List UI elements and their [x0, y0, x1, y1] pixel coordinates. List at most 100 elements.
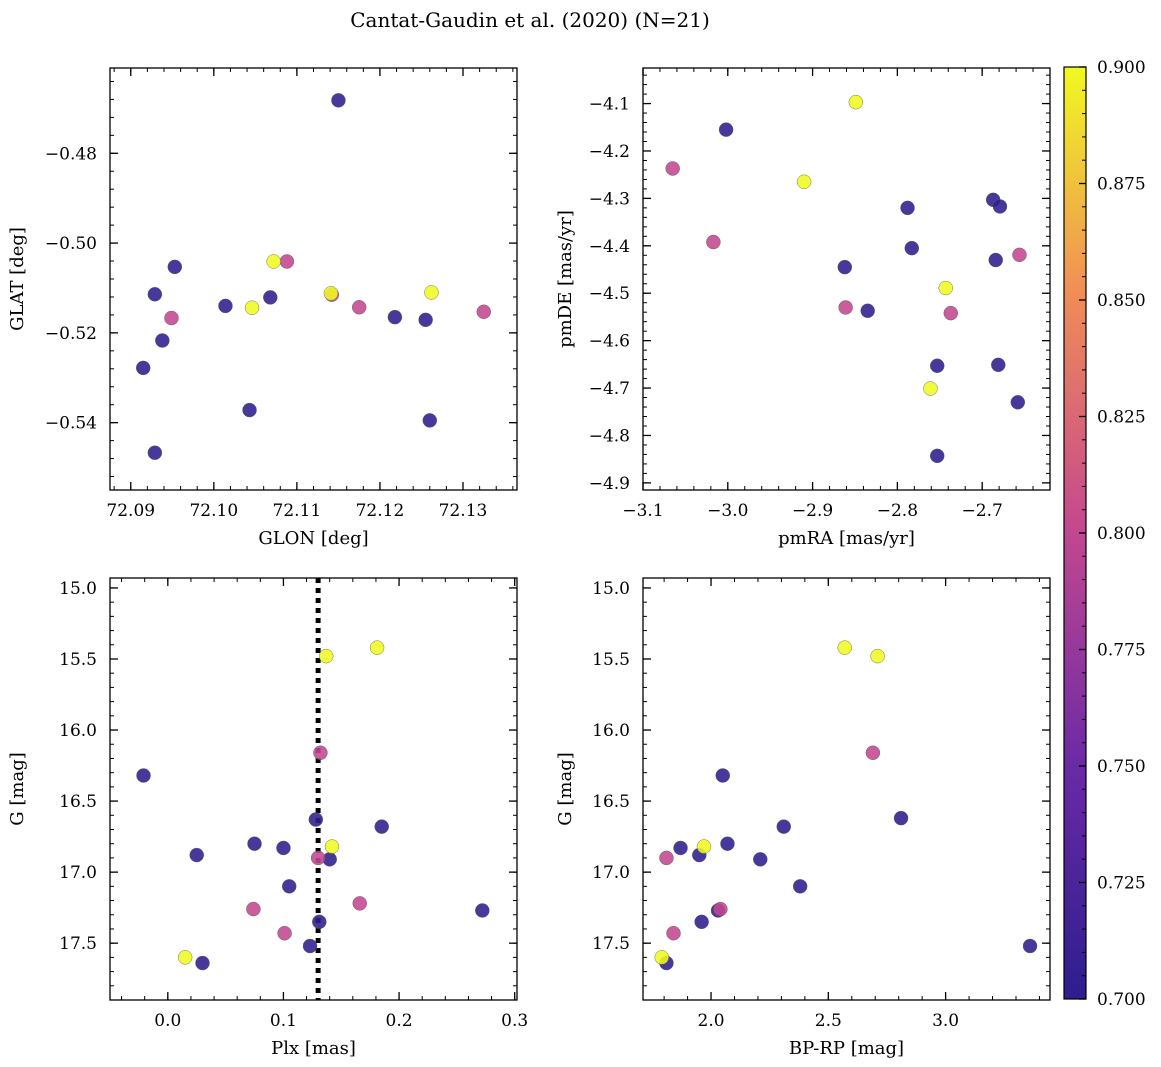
- y-tick-label: 15.0: [592, 579, 630, 599]
- y-axis-label: G [mag]: [555, 752, 576, 825]
- y-tick-label: −4.8: [589, 426, 630, 446]
- scatter-point: [938, 280, 953, 296]
- y-tick-label: 15.5: [59, 650, 97, 670]
- scatter-point: [696, 839, 712, 854]
- scatter-point: [351, 300, 367, 315]
- panel-bottom-right: 2.0 2.5 3.0 15.0 15.5 16.0 16.5 17.0 17.5 BP-RP […: [555, 577, 1051, 1059]
- scatter-point: [147, 445, 163, 460]
- scatter-point: [302, 938, 318, 954]
- panel-bottom-left: 0.0 0.1 0.2 0.3 15.0 15.5 16.0 16.5 17.0 17.5 Plx …: [7, 577, 528, 1059]
- scatter-point: [694, 914, 709, 930]
- colorbar-tick-label: 0.800: [1097, 524, 1146, 544]
- scatter-point: [673, 840, 688, 856]
- scatter-point: [930, 448, 945, 464]
- scatter-point: [753, 852, 768, 867]
- scatter-point: [666, 926, 681, 941]
- axes-frame: [109, 577, 518, 1001]
- y-tick-label: 17.5: [592, 934, 630, 954]
- y-tick-label: 16.0: [592, 721, 630, 741]
- y-tick-label: −4.7: [589, 379, 630, 399]
- y-tick-label: 15.5: [592, 650, 630, 670]
- scatter-point: [715, 768, 730, 783]
- scatter-point: [838, 300, 853, 315]
- scatter-point: [387, 309, 403, 325]
- scatter-point: [713, 901, 728, 917]
- y-tick-label: 17.5: [59, 934, 97, 954]
- scatter-point: [893, 810, 909, 826]
- scatter-point: [422, 413, 437, 428]
- x-tick-label: 0.1: [270, 1011, 297, 1031]
- y-tick-label: −4.5: [589, 284, 630, 304]
- y-axis-label: G [mag]: [7, 752, 28, 825]
- scatter-point: [282, 879, 297, 894]
- scatter-point: [324, 839, 340, 854]
- scatter-point: [870, 648, 885, 664]
- y-tick-label: 15.0: [59, 579, 97, 599]
- scatter-point: [263, 290, 278, 305]
- scatter-point: [992, 199, 1008, 214]
- scatter-point: [848, 94, 864, 110]
- scatter-point: [860, 303, 875, 318]
- x-tick-label: 3.0: [932, 1011, 959, 1031]
- scatter-point: [776, 819, 791, 834]
- scatter-point: [904, 240, 919, 256]
- scatter-point: [665, 161, 680, 176]
- scatter-point: [706, 234, 721, 250]
- scatter-point: [369, 640, 385, 655]
- scatter-point: [266, 254, 281, 269]
- x-tick-label: 0.3: [501, 1011, 528, 1031]
- scatter-point: [837, 640, 852, 655]
- scatter-point: [923, 381, 938, 396]
- y-tick-label: −0.52: [45, 324, 97, 344]
- scatter-point: [313, 745, 328, 760]
- scatter-point: [659, 850, 674, 866]
- scatter-point: [654, 950, 669, 965]
- figure-title: Cantat-Gaudin et al. (2020) (N=21): [350, 8, 710, 32]
- x-axis-label: BP-RP [mag]: [789, 1038, 904, 1059]
- axes-frame: [642, 577, 1051, 1001]
- scatter-point: [476, 304, 491, 319]
- x-tick-label: 0.2: [386, 1011, 413, 1031]
- scatter-point: [900, 200, 915, 216]
- y-axis-label: pmDE [mas/yr]: [555, 210, 576, 348]
- colorbar-ticks: 0.700 0.725 0.750 0.775 0.800 0.825 0.850 0.875…: [1079, 58, 1146, 1010]
- scatter-points: [665, 94, 1027, 464]
- scatter-point: [279, 254, 295, 269]
- scatter-point: [136, 360, 151, 376]
- minor-ticks: [110, 68, 517, 490]
- y-tick-label: 16.0: [59, 721, 97, 741]
- scatter-point: [195, 955, 210, 971]
- x-tick-label: 72.11: [273, 501, 322, 521]
- y-axis-label: GLAT [deg]: [7, 227, 28, 331]
- y-tick-label: 17.0: [59, 863, 97, 883]
- x-tick-label: −2.7: [962, 501, 1003, 521]
- x-axis-label: pmRA [mas/yr]: [778, 528, 915, 549]
- scatter-point: [242, 402, 257, 418]
- scatter-point: [720, 836, 735, 851]
- major-ticks: [643, 578, 1050, 1000]
- scatter-point: [988, 252, 1003, 268]
- y-tick-label: −4.1: [589, 95, 630, 115]
- y-tick-label: −4.6: [589, 332, 630, 352]
- scatter-point: [331, 93, 346, 108]
- major-ticks: [110, 578, 517, 1000]
- scatter-point: [865, 745, 881, 760]
- scatter-point: [1010, 395, 1025, 410]
- scatter-point: [323, 286, 339, 301]
- x-tick-label: −3.1: [622, 501, 663, 521]
- scatter-point: [312, 914, 327, 930]
- scatter-point: [276, 840, 291, 856]
- y-tick-label: −4.2: [589, 142, 630, 162]
- x-tick-label: 2.5: [815, 1011, 842, 1031]
- scatter-point: [837, 259, 853, 275]
- scatter-point: [246, 901, 261, 917]
- colorbar-tick-label: 0.725: [1097, 874, 1146, 894]
- x-tick-label: 0.0: [154, 1011, 181, 1031]
- panel-top-left: 72.09 72.10 72.11 72.12 72.13 −0.48 −0.50 −0.52…: [7, 67, 518, 549]
- x-tick-label: 72.10: [189, 501, 238, 521]
- scatter-point: [1022, 938, 1038, 954]
- scatter-point: [475, 903, 490, 918]
- colorbar-tick-label: 0.875: [1097, 175, 1146, 195]
- y-tick-label: −4.9: [589, 474, 630, 494]
- scatter-point: [277, 926, 292, 941]
